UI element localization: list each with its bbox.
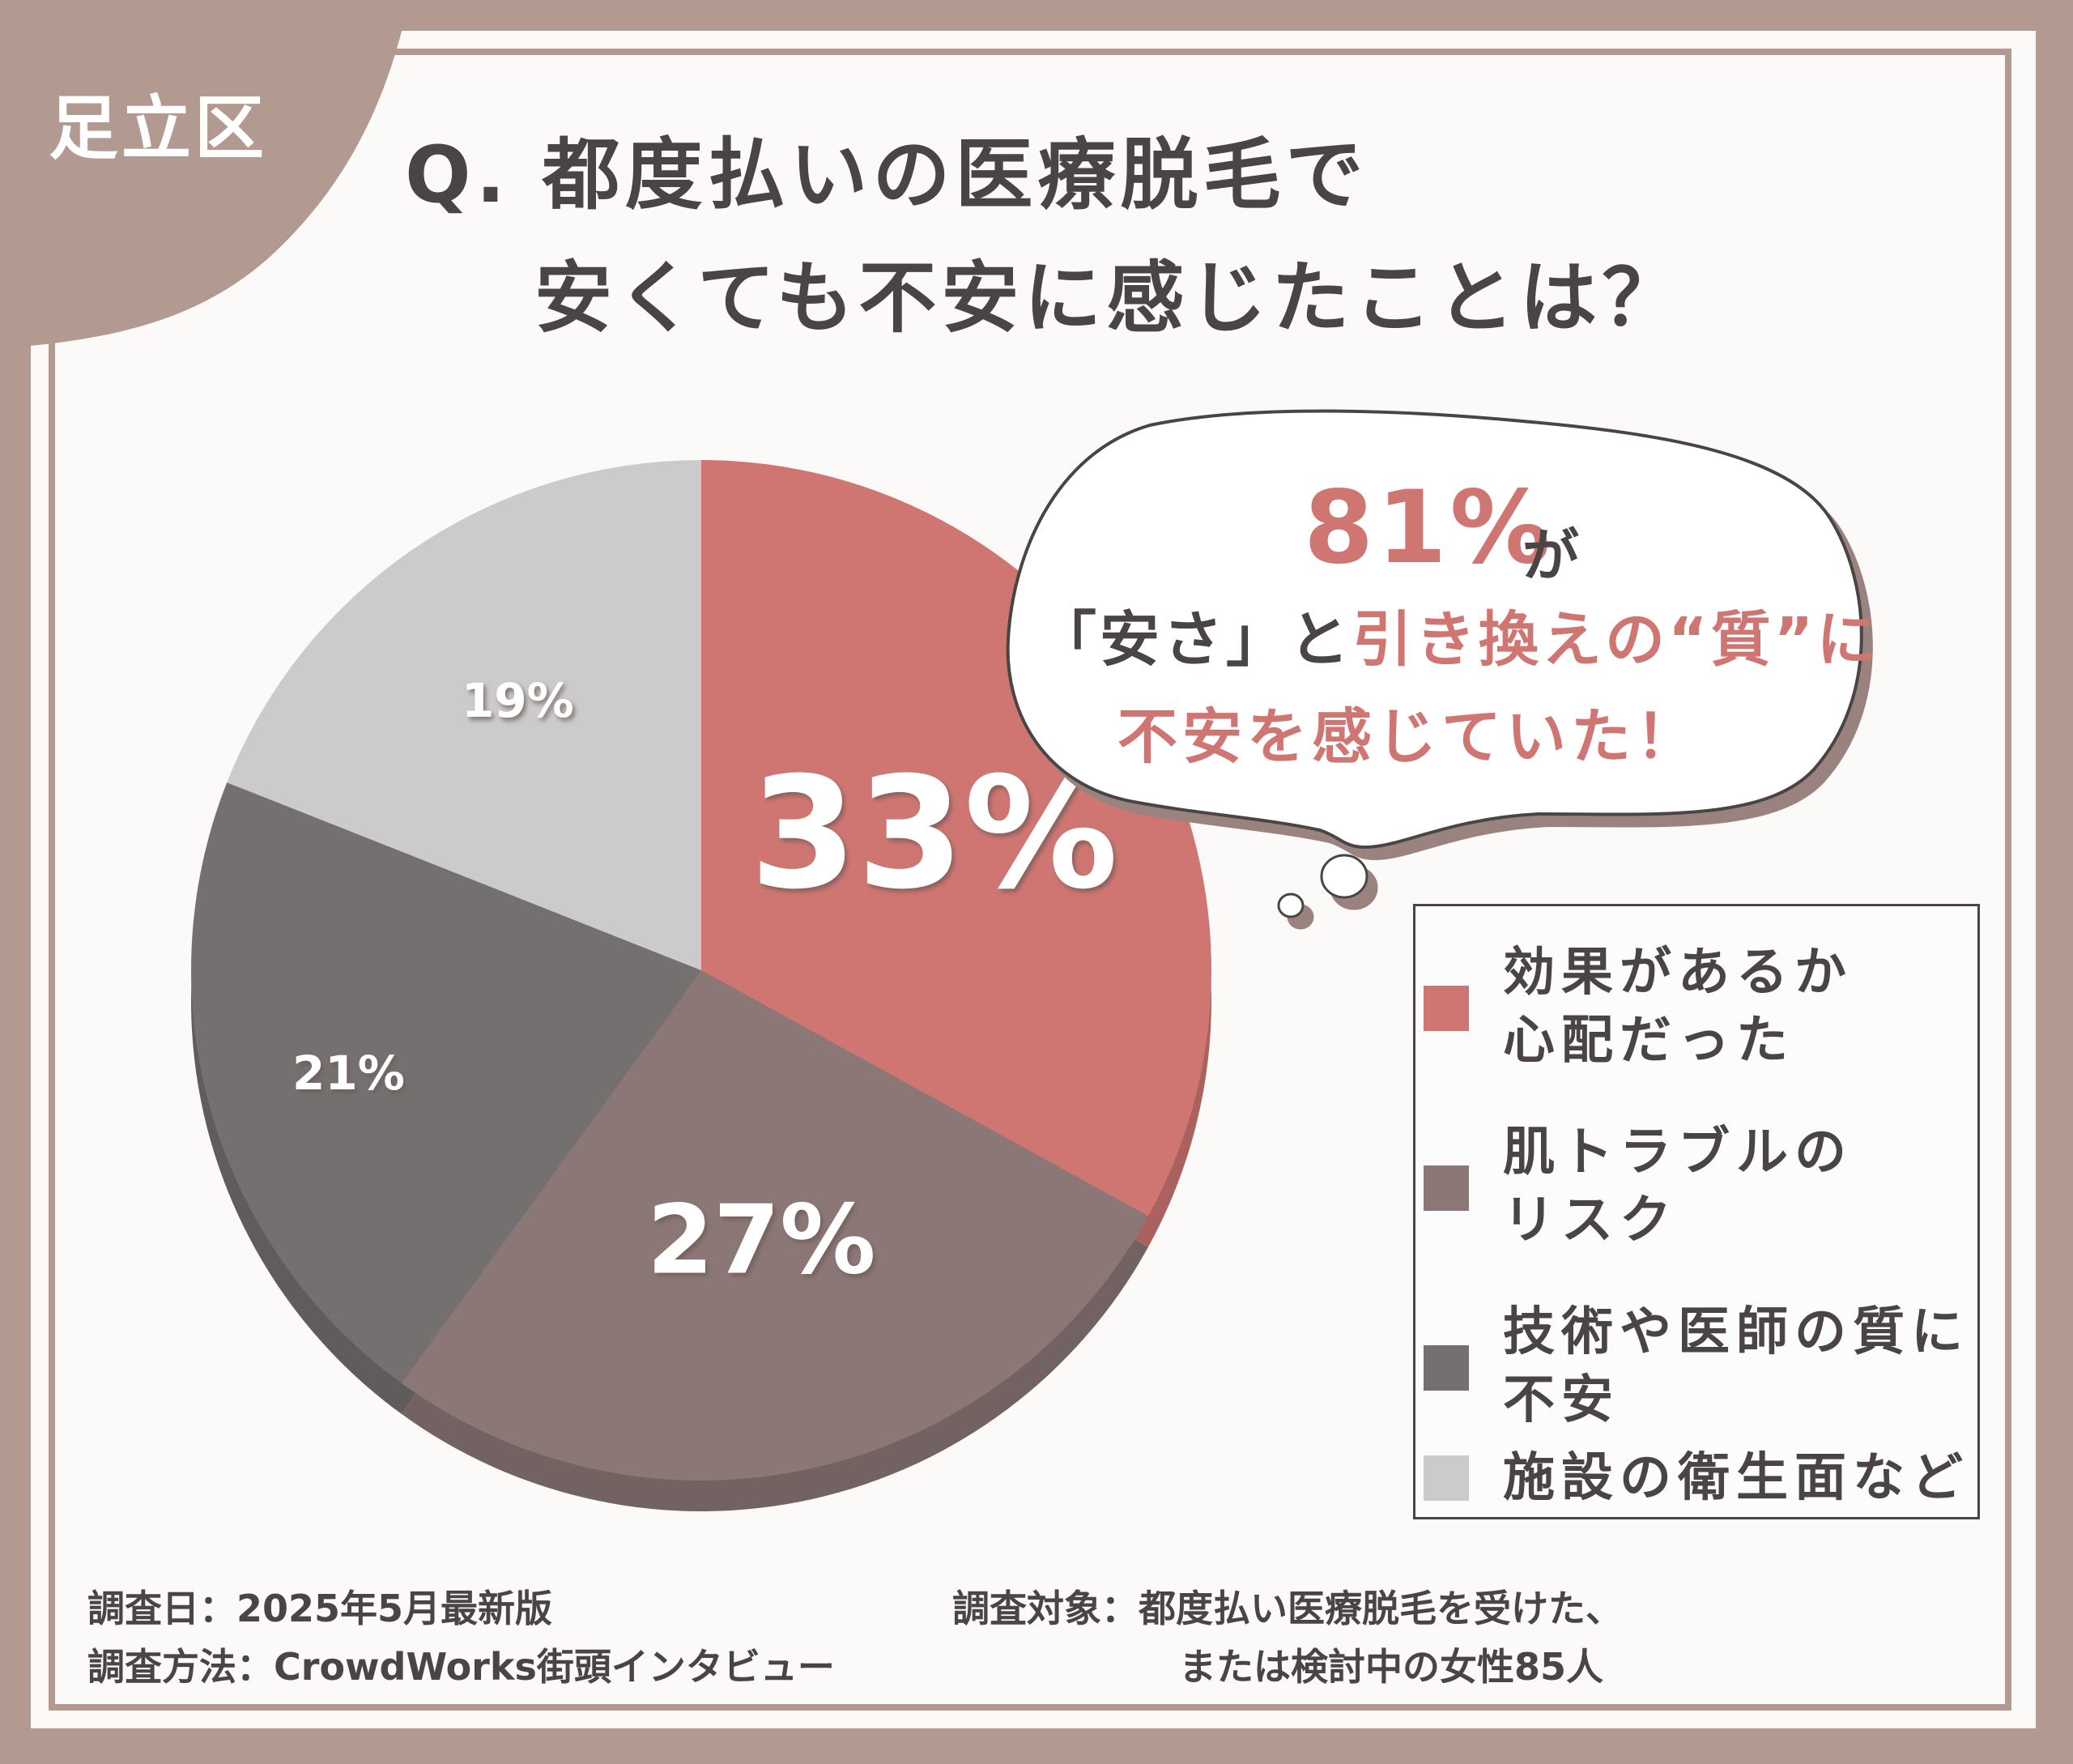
callout-line2-accent: 引き換えの“質”に: [1352, 605, 1880, 675]
footer-survey-target-line2: または検討中の女性85人: [1179, 1645, 1604, 1689]
legend-label: 施設の衛生面など: [1503, 1448, 1969, 1508]
pie-slice: [227, 460, 701, 970]
legend-swatch: [1424, 1345, 1469, 1391]
question-title-line2: 安くても不安に感じたことは？: [534, 253, 1685, 343]
legend-label: 肌トラブルの リスク: [1503, 1123, 1853, 1251]
footer-survey-date: 調査日：2025年5月最新版: [87, 1587, 553, 1630]
callout-ga: が: [1522, 522, 1579, 589]
callout-line3: 不安を感じていた！: [1117, 702, 1701, 772]
question-title-line1: Q. 都度払いの医療脱毛で: [405, 130, 1369, 220]
legend: 効果があるか 心配だった 肌トラブルの リスク 技術や医師の質に 不安 施設の衛…: [1413, 904, 1980, 1519]
legend-swatch: [1424, 1165, 1469, 1211]
pie-value-label: 19%: [462, 673, 574, 728]
pie-value-label: 27%: [647, 1183, 875, 1295]
pie-value-label: 21%: [292, 1046, 405, 1101]
legend-swatch: [1424, 1455, 1469, 1501]
footer-survey-target-line1: 調査対象：都度払い医療脱毛を受けた、: [952, 1587, 1623, 1630]
legend-label: 効果があるか 心配だった: [1503, 943, 1853, 1071]
callout-line2: 「安さ」と引き換えの“質”に: [1036, 591, 1879, 678]
pie-value-label: 33%: [750, 744, 1118, 923]
legend-swatch: [1424, 986, 1469, 1031]
pie-slice: [401, 970, 1149, 1481]
region-tab: [0, 0, 409, 348]
legend-label: 技術や医師の質に 不安: [1503, 1302, 1969, 1430]
pie-value-labels: 33% 27% 21% 19%: [292, 673, 1118, 1295]
callout-bubble: [1006, 409, 1863, 918]
region-label: 足立区: [49, 88, 267, 169]
callout-percent: 81%: [1304, 470, 1554, 586]
footer-survey-method: 調査方法：CrowdWorks街頭インタビュー: [87, 1645, 835, 1689]
pie-slice: [190, 782, 701, 1383]
callout-line2-dark: 「安さ」と: [1036, 605, 1352, 675]
